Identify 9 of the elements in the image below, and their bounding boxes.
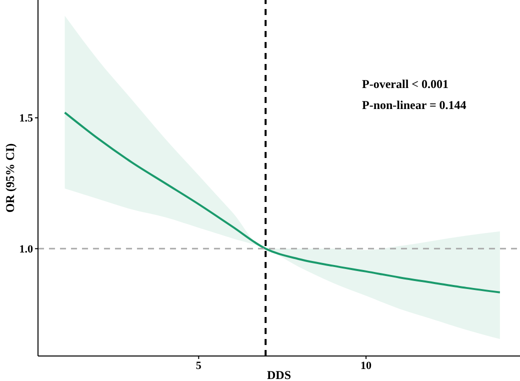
y-axis-title: OR (95% CI) — [3, 143, 18, 213]
annotation: P-non-linear = 0.144 — [362, 98, 466, 112]
x-axis-title: DDS — [266, 368, 292, 381]
line-series — [64, 112, 501, 294]
y-tick-label: 1.5 — [19, 112, 34, 125]
y-tick-label: 1.0 — [19, 244, 34, 256]
annotation: P-overall < 0.001 — [362, 77, 448, 91]
x-tick-label: 5 — [196, 360, 202, 372]
x-tick-label: 10 — [360, 360, 372, 372]
